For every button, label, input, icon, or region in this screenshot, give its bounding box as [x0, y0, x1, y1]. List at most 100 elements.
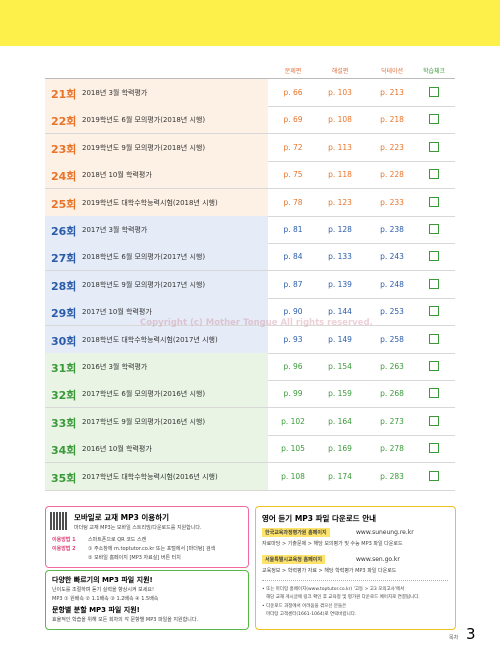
row-bg	[45, 380, 268, 408]
page-ref: p. 128	[328, 225, 352, 234]
check-box	[429, 141, 439, 152]
page-ref: p. 123	[328, 197, 352, 207]
toc-row: 25회 2019학년도 대학수학능력시험(2018년 시행) p. 78 p. 123…	[45, 188, 455, 217]
page-ref: p. 103	[328, 88, 352, 97]
round-title: 2017학년도 9월 모의평가(2016년 시행)	[82, 417, 206, 426]
page-ref: p. 164	[328, 416, 352, 426]
check-box	[429, 306, 439, 317]
text: ① 주소창에 m.toptutor.co.kr 또는 포털에서 [마더텅] 검색	[88, 546, 216, 552]
toc-row: 35회 2017학년도 대학수학능력시험(2016년 시행) p. 108 p. 17…	[45, 462, 455, 491]
round-title: 2018학년도 6월 모의평가(2017년 시행)	[82, 253, 206, 262]
toc-row: 27회 2018학년도 6월 모의평가(2017년 시행) p. 84 p. 133 p…	[45, 243, 455, 272]
page-ref: p. 87	[283, 279, 303, 289]
page-ref: p. 113	[328, 142, 352, 152]
page-ref: p. 72	[283, 142, 303, 152]
page-ref: p. 118	[328, 170, 352, 180]
check-box	[429, 361, 439, 371]
text: MP3 ① 원배속 ② 1.1배속 ③ 1.2배속 ④ 1.5배속	[52, 596, 159, 602]
round-title: 2017년 3월 학력평가	[82, 226, 148, 234]
page-ref: p. 243	[380, 252, 404, 262]
page-number: 3	[466, 625, 476, 643]
page-ref: p. 105	[281, 444, 305, 454]
box-title: 모바일로 교재 MP3 이용하기	[74, 513, 170, 522]
toc-row: 22회 2019학년도 6월 모의평가(2018년 시행) p. 69 p. 108 p…	[45, 106, 455, 135]
check-box	[429, 87, 439, 97]
page-ref: p. 238	[380, 225, 404, 234]
check-box	[429, 333, 439, 344]
round-title: 2019학년도 6월 모의평가(2018년 시행)	[82, 116, 206, 125]
row-bg	[45, 435, 268, 463]
check-box	[429, 443, 439, 454]
round-title: 2018년 3월 학력평가	[82, 89, 148, 97]
round-number: 30회	[51, 334, 77, 348]
row-bg	[45, 106, 268, 134]
top-band	[0, 0, 500, 46]
toc-row: 32회 2017학년도 6월 모의평가(2016년 시행) p. 99 p. 159 p…	[45, 380, 455, 409]
column-header: 해설편	[331, 68, 349, 75]
check-box	[429, 470, 439, 481]
check-box	[429, 278, 439, 289]
toc-row: 33회 2017학년도 9월 모의평가(2016년 시행) p. 102 p. 164…	[45, 407, 455, 436]
row-bg	[45, 188, 268, 216]
download-box: 영어 듣기 MP3 파일 다운로드 안내 한국교육과정평가원 홈페이지 www.…	[255, 506, 456, 630]
page-ref: p. 81	[283, 225, 303, 234]
page-ref: p. 169	[328, 444, 352, 454]
toc-row: 26회 2017년 3월 학력평가 p. 81 p. 128 p. 238	[45, 216, 455, 244]
round-title: 2017학년도 6월 모의평가(2016년 시행)	[82, 390, 206, 399]
round-number: 26회	[51, 225, 77, 238]
page-ref: p. 218	[380, 115, 404, 125]
check-box	[429, 251, 439, 262]
text: 마더텅 고객센터(1661-1064)로 연락바랍니다.	[266, 612, 357, 617]
row-bg	[45, 243, 268, 271]
round-number: 24회	[51, 170, 77, 184]
row-bg	[45, 353, 268, 380]
round-number: 27회	[51, 252, 77, 266]
footer-label: 목차	[449, 635, 459, 641]
page-ref: p. 253	[380, 307, 404, 317]
page-ref: p. 213	[380, 88, 404, 97]
page-ref: p. 93	[283, 334, 303, 344]
page-ref: p. 90	[283, 307, 303, 317]
page-ref: p. 283	[380, 471, 404, 481]
speed-box: 다양한 빠르기의 MP3 파일 지원! 난이도를 조절하며 듣기 실력을 향상시…	[45, 570, 249, 630]
url: www.sen.go.kr	[356, 556, 400, 563]
check-box	[429, 224, 439, 234]
text: 자료마당 > 기출문제 > 해당 모의평가 및 수능 MP3 파일 다운로드	[262, 541, 403, 547]
round-title: 2016년 10월 학력평가	[82, 445, 152, 454]
page-ref: p. 228	[380, 170, 404, 180]
column-header: 딕테이션	[380, 68, 404, 75]
page-ref: p. 144	[328, 307, 352, 317]
round-number: 35회	[51, 471, 77, 485]
page-ref: p. 99	[283, 389, 303, 399]
text: 이용방법 1	[52, 537, 76, 543]
round-title: 2019학년도 대학수학능력시험(2018년 시행)	[82, 198, 218, 207]
round-number: 28회	[51, 279, 77, 293]
box-title: 영어 듣기 MP3 파일 다운로드 안내	[262, 514, 377, 523]
text: 마더텅 교재 MP3는 모바일 스트리밍/다운로드를 지원합니다.	[74, 525, 202, 531]
check-box	[429, 114, 439, 125]
check-box	[429, 388, 439, 399]
row-bg	[45, 298, 268, 326]
mobile-box: 모바일로 교재 MP3 이용하기 마더텅 교재 MP3는 모바일 스트리밍/다운…	[45, 506, 249, 568]
page-ref: p. 273	[380, 416, 404, 426]
url: www.suneung.re.kr	[356, 529, 414, 536]
row-bg	[45, 161, 268, 189]
check-box	[429, 169, 439, 180]
page-ref: p. 268	[380, 389, 404, 399]
text: 효율적인 학습을 위해 모든 회차의 각 문항별 MP3 파일을 지원합니다.	[52, 617, 199, 623]
page-ref: p. 108	[328, 115, 352, 125]
toc-row: 30회 2018학년도 대학수학능력시험(2017년 시행) p. 93 p. 149…	[45, 325, 455, 354]
page-ref: p. 248	[380, 279, 404, 289]
page-ref: p. 159	[328, 389, 352, 399]
round-title: 2018년 10월 학력평가	[82, 171, 152, 180]
round-number: 31회	[51, 362, 77, 375]
divider	[262, 580, 448, 581]
toc-row: 21회 2018년 3월 학력평가 p. 66 p. 103 p. 213	[45, 79, 455, 107]
row-bg	[45, 462, 268, 490]
page-ref: p. 149	[328, 334, 352, 344]
text: ② 모바일 홈페이지 [MP3 자료실] 버튼 터치	[88, 555, 181, 561]
page-ref: p. 223	[380, 142, 404, 152]
toc-row: 24회 2018년 10월 학력평가 p. 75 p. 118 p. 228	[45, 161, 455, 190]
round-title: 2019학년도 9월 모의평가(2018년 시행)	[82, 143, 206, 152]
